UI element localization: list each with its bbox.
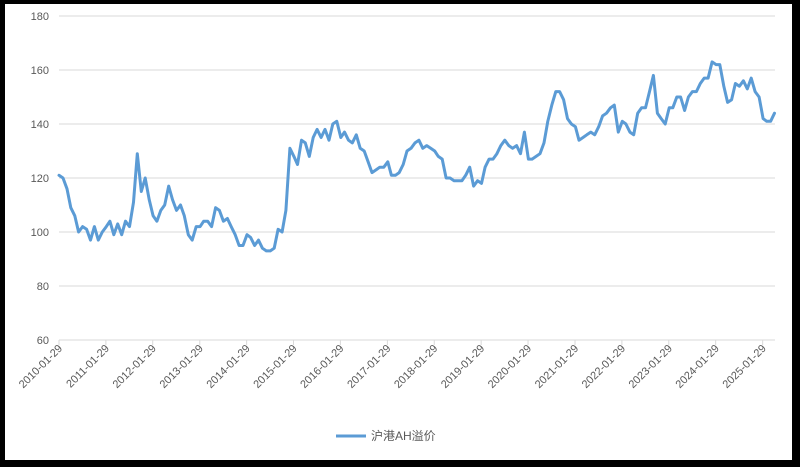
x-tick-label: 2020-01-29: [486, 343, 534, 391]
y-tick-label: 80: [37, 281, 49, 293]
x-tick-label: 2025-01-29: [721, 343, 769, 391]
series-lines: [57, 60, 776, 253]
x-tick-label: 2011-01-29: [64, 343, 112, 391]
x-axis-tick-labels: 2010-01-29 2011-01-292012-01-292013-01-29…: [17, 340, 769, 391]
y-tick-label: 140: [31, 119, 49, 131]
gridlines: [59, 15, 775, 341]
x-tick-label: 2022-01-29: [580, 343, 628, 391]
y-tick-label: 160: [31, 65, 49, 77]
y-tick-label: 100: [31, 227, 49, 239]
x-tick-label: 2010-01-29: [17, 343, 65, 391]
y-tick-label: 180: [31, 11, 49, 23]
x-tick-label: 2017-01-29: [345, 343, 393, 391]
x-tick-label: 2016-01-29: [298, 343, 346, 391]
y-tick-label: 60: [37, 335, 49, 347]
x-tick-label: 2018-01-29: [392, 343, 440, 391]
x-tick-label: 2013-01-29: [158, 343, 206, 391]
y-axis-tick-labels: 60 80 100 120 140 160 180: [31, 11, 49, 347]
y-tick-label: 120: [31, 173, 49, 185]
legend: 沪港AH溢价: [336, 429, 436, 443]
x-tick-label: 2023-01-29: [627, 343, 675, 391]
x-tick-label: 2019-01-29: [439, 343, 487, 391]
x-tick-label: 2012-01-29: [111, 343, 159, 391]
legend-label: 沪港AH溢价: [371, 429, 436, 443]
x-tick-label: 2014-01-29: [204, 343, 252, 391]
x-tick-label: 2015-01-29: [251, 343, 299, 391]
x-tick-label: 2021-01-29: [533, 343, 581, 391]
x-tick-label: 2024-01-29: [674, 343, 722, 391]
series-line-0: [57, 60, 776, 253]
